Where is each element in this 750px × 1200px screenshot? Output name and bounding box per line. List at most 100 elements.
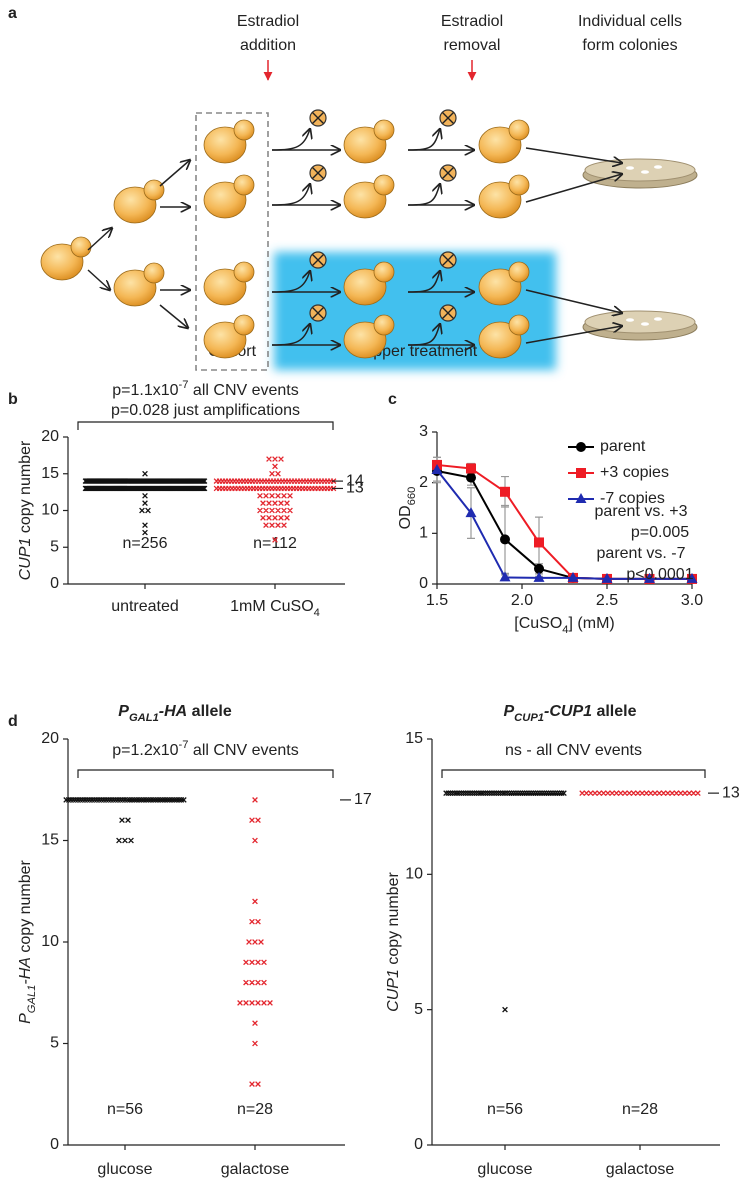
text-part: OD (397, 505, 414, 529)
annotation: p=0.005 (631, 524, 689, 541)
yeast-cell (343, 181, 387, 219)
yeast-bud (70, 236, 92, 258)
text-part: CUP1 (17, 538, 34, 581)
text-part: p=1.1x10 (112, 382, 178, 399)
yeast-cell (478, 268, 522, 306)
dot-row (119, 817, 131, 824)
dot-row (257, 492, 293, 499)
y-tick-label: 2 (419, 474, 428, 491)
step-label: Estradiol (237, 13, 299, 30)
yeast-cell (343, 321, 387, 359)
chart: b 0 5 10 15 20 CUP1 copy number untreated n=256 1… (8, 379, 364, 619)
y-tick-label: 15 (405, 730, 423, 747)
yeast-bud (373, 174, 395, 196)
y-tick-label: 1 (419, 525, 428, 542)
cross (312, 167, 324, 179)
dot-row (246, 939, 264, 945)
y-tick-label: 15 (41, 465, 59, 482)
chart-title: PGAL1-HA allele (118, 703, 232, 724)
series-line (436, 469, 692, 580)
yeast-cell (203, 181, 247, 219)
level-label: 13 (722, 784, 740, 801)
text-part: ] (mM) (569, 615, 615, 632)
arrow (159, 160, 190, 187)
y-tick-label: 10 (41, 502, 59, 519)
cross (442, 112, 454, 124)
text-part: -HA (159, 703, 187, 720)
point (534, 537, 544, 548)
point (431, 464, 443, 474)
point (567, 571, 579, 582)
colony (641, 322, 649, 326)
text-part: P (503, 703, 514, 720)
colony (626, 166, 634, 170)
x-tick-label: 2.0 (511, 592, 533, 609)
annotation: p=1.1x10-7 all CNV events (112, 379, 299, 399)
group-count: n=112 (253, 535, 297, 552)
chart: 0 5 10 15 CUP1 copy number glucose n=56 galacto… (385, 703, 740, 1178)
dot-row (263, 522, 287, 529)
step-label: Individual cells (578, 13, 682, 30)
yeast-bud (233, 261, 255, 283)
point (644, 572, 655, 583)
panel-label: c (388, 391, 397, 408)
cross (442, 254, 454, 266)
annotation: p=0.028 just amplifications (111, 402, 300, 419)
arrow (407, 324, 440, 346)
dot-row (213, 485, 337, 492)
arrow (525, 147, 622, 163)
legend-marker (576, 442, 586, 452)
arrow (271, 184, 310, 206)
cross (312, 307, 324, 319)
text-part: copy number (17, 440, 34, 538)
text-part: -CUP1 (544, 703, 592, 720)
x-tick-label: 1mM CuSO4 (230, 598, 320, 619)
yeast-cell (113, 186, 157, 224)
point (533, 571, 545, 582)
yeast-cell (203, 268, 247, 306)
y-axis-title: CUP1 copy number (385, 872, 402, 1012)
dot-row (443, 790, 567, 796)
yeast-cell (113, 269, 157, 307)
text-part: GAL1 (26, 985, 38, 1014)
yeast-cell (343, 126, 387, 164)
yeast-bud (233, 174, 255, 196)
dot-row (252, 1020, 258, 1027)
arrow (525, 174, 622, 203)
arrow (271, 129, 310, 151)
y-axis-title: PGAL1-HA copy number (17, 859, 38, 1023)
dot-row (243, 979, 267, 986)
dot-row (266, 456, 284, 462)
x-tick-label: galactose (606, 1161, 675, 1178)
dot-row (142, 522, 148, 529)
dot-row (252, 797, 258, 803)
colony (641, 170, 649, 174)
colony (654, 317, 662, 321)
group-count: n=256 (123, 535, 168, 552)
cross (312, 112, 324, 124)
dot-row (82, 478, 208, 484)
x-tick-label: 3.0 (681, 592, 703, 609)
arrow (525, 326, 622, 344)
dot-row (139, 507, 151, 514)
dot-row (116, 837, 134, 844)
yeast-cell (40, 243, 84, 281)
x-tick-label: glucose (97, 1161, 152, 1178)
text-part: copy number (385, 872, 402, 970)
panel-label: b (8, 391, 18, 408)
colony (626, 318, 634, 322)
point (601, 572, 613, 583)
yeast-cell (203, 126, 247, 164)
x-tick-label: galactose (221, 1161, 290, 1178)
y-tick-label: 10 (405, 866, 423, 883)
yeast-bud (233, 119, 255, 141)
dot-row (252, 898, 258, 905)
text-part: [CuSO (514, 615, 562, 632)
legend-marker (575, 493, 587, 503)
y-tick-label: 0 (414, 1136, 423, 1153)
text-part: 4 (562, 624, 568, 636)
dot-row (142, 529, 148, 536)
x-tick-label: untreated (111, 598, 179, 615)
dot-row (249, 918, 261, 925)
